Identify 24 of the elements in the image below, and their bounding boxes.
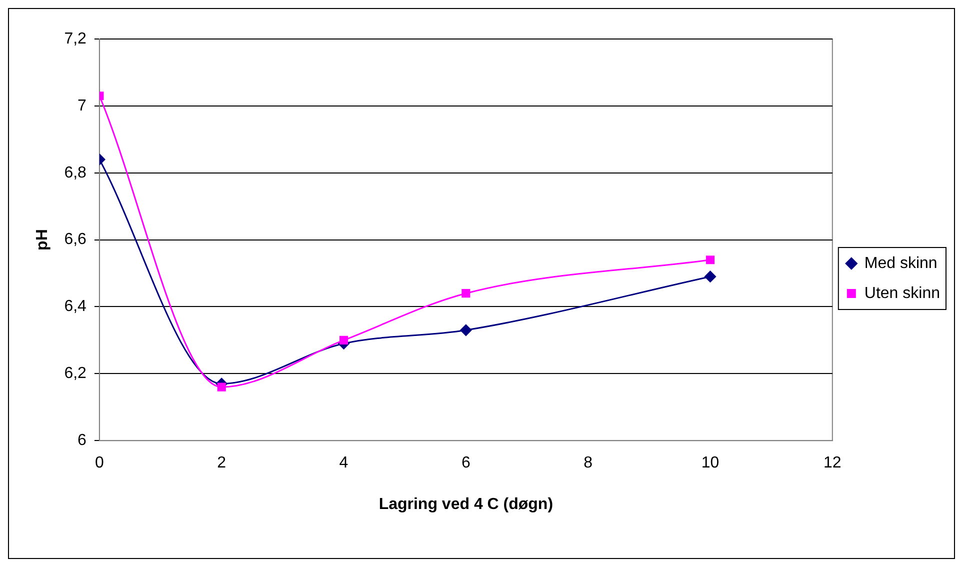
y-tick-label: 6,2 (64, 365, 87, 382)
y-tick-label: 6,4 (64, 298, 87, 316)
x-tick-label: 6 (461, 454, 470, 472)
legend-label: Uten skinn (864, 284, 940, 302)
legend-label: Med skinn (864, 254, 938, 272)
y-tick-label: 7,2 (64, 30, 87, 48)
y-tick-label: 6,8 (64, 164, 87, 182)
point (460, 324, 472, 336)
point (339, 336, 348, 344)
x-tick-label: 8 (584, 454, 593, 472)
point (217, 382, 226, 392)
point (704, 270, 716, 282)
point (706, 256, 715, 264)
point (462, 289, 470, 298)
y-tick-label: 6 (78, 432, 87, 450)
y-tick-label: 6,6 (64, 231, 87, 248)
x-tick-label: 2 (217, 454, 226, 472)
x-tick-label: 4 (339, 454, 348, 472)
x-tick-label: 0 (94, 454, 104, 472)
x-axis-title: Lagring ved 4 C (døgn) (378, 496, 554, 513)
x-tick-label: 12 (824, 454, 842, 472)
y-axis-title: pH (34, 229, 52, 250)
x-tick-label: 10 (701, 454, 720, 472)
y-tick-label: 7 (78, 97, 87, 114)
